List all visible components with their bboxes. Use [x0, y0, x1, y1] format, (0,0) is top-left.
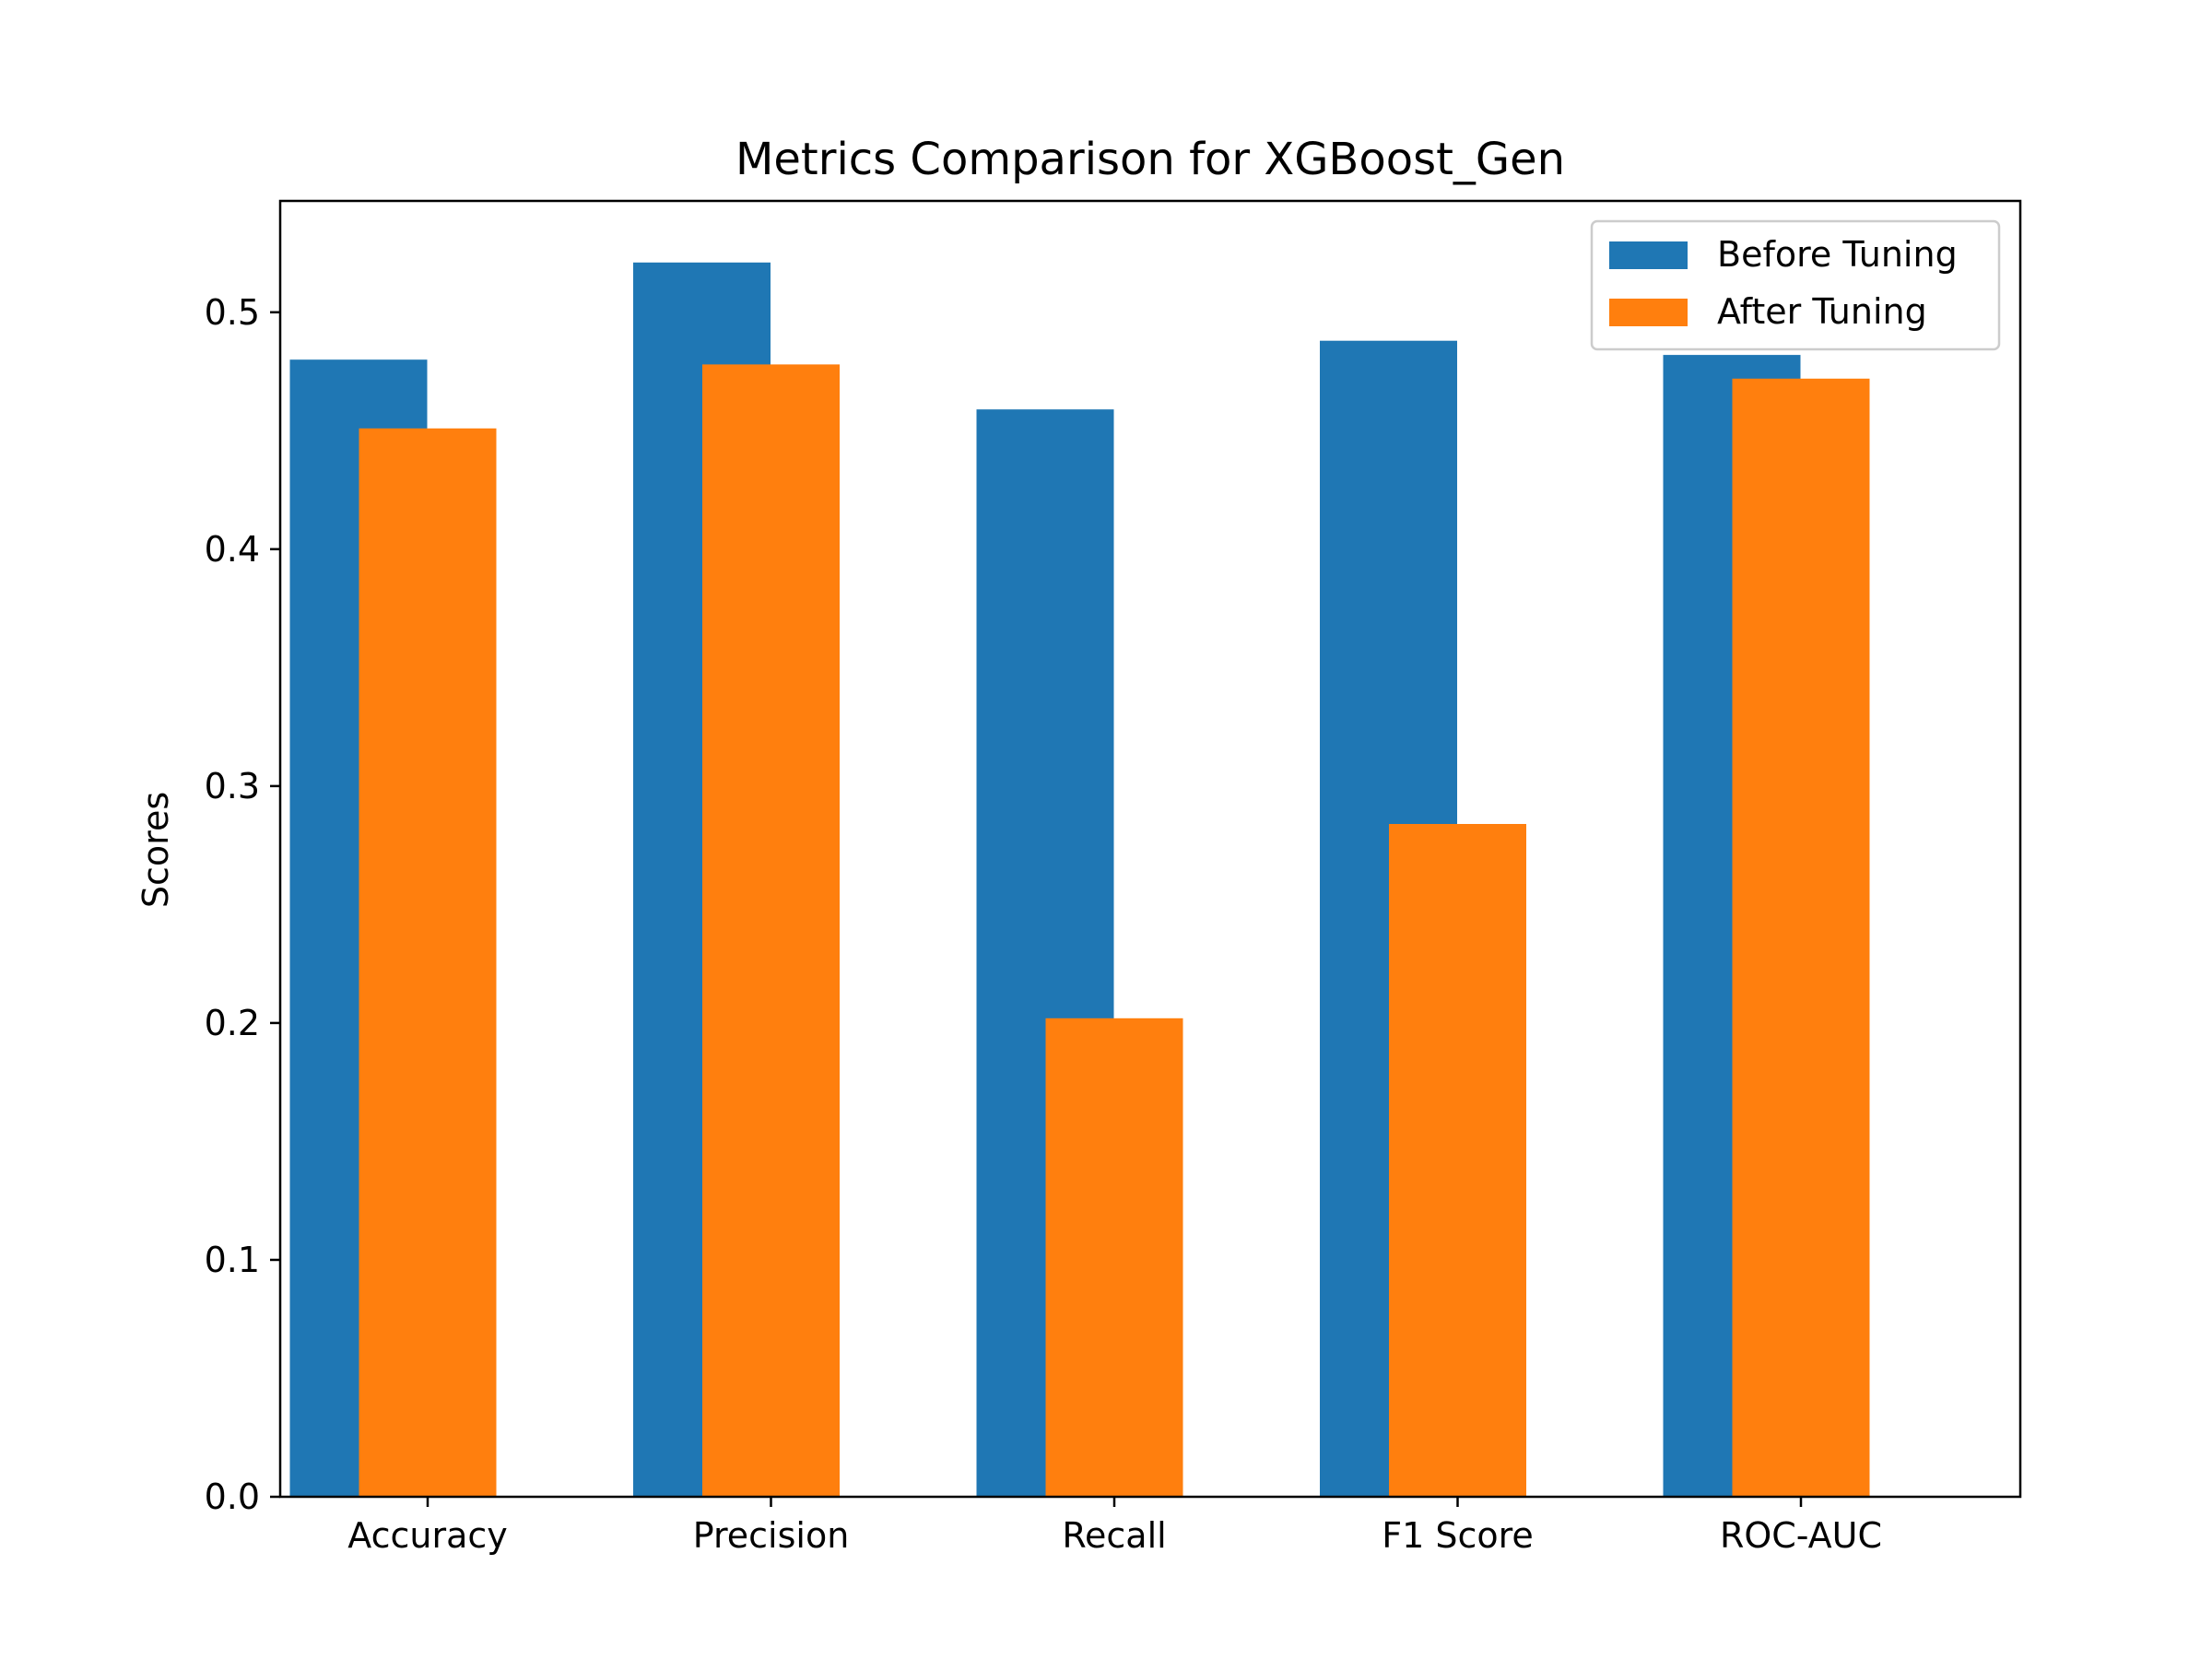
x-tick-label-roc-auc: ROC-AUC	[1720, 1515, 1882, 1556]
bar-after-tuning-accuracy	[359, 428, 497, 1497]
bars-layer	[289, 262, 1870, 1498]
bar-after-tuning-f1-score	[1389, 824, 1526, 1497]
bar-after-tuning-roc-auc	[1732, 378, 1870, 1497]
bar-after-tuning-recall	[1045, 1018, 1183, 1497]
y-tick-label: 0.1	[205, 1240, 260, 1280]
y-tick-label: 0.2	[205, 1003, 260, 1043]
y-tick-label: 0.5	[205, 292, 260, 333]
legend-label-before-tuning: Before Tuning	[1717, 234, 1958, 275]
y-axis: 0.0 0.1 0.2 0.3 0.4 0.5	[205, 292, 280, 1517]
y-axis-label: Scores	[135, 792, 176, 908]
legend-label-after-tuning: After Tuning	[1717, 291, 1927, 332]
chart-title: Metrics Comparison for XGBoost_Gen	[735, 134, 1565, 185]
x-tick-label-accuracy: Accuracy	[347, 1515, 508, 1556]
x-axis: Accuracy Precision Recall F1 Score ROC-AUC	[347, 1497, 1882, 1556]
bar-after-tuning-precision	[702, 364, 840, 1497]
y-tick-label: 0.4	[205, 529, 260, 570]
y-tick-label: 0.3	[205, 766, 260, 806]
y-tick-label: 0.0	[205, 1477, 260, 1517]
plot-frame	[278, 199, 2022, 1499]
x-tick-label-f1-score: F1 Score	[1382, 1515, 1534, 1556]
legend-swatch-before-tuning	[1609, 241, 1688, 269]
x-tick-label-precision: Precision	[693, 1515, 850, 1556]
x-tick-label-recall: Recall	[1062, 1515, 1166, 1556]
legend-swatch-after-tuning	[1609, 299, 1688, 326]
legend-box	[1590, 219, 2001, 351]
legend: Before Tuning After Tuning	[1590, 219, 2001, 351]
